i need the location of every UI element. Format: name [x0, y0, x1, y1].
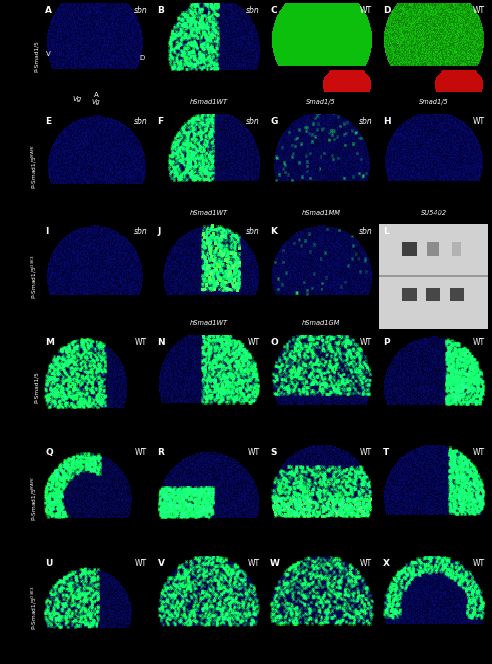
Text: V: V [46, 50, 51, 57]
Text: WT: WT [473, 338, 485, 347]
Text: R: R [157, 448, 164, 457]
Text: sbn: sbn [133, 117, 147, 126]
Text: P-Smad1/5$^{GSK3}$: P-Smad1/5$^{GSK3}$ [30, 586, 39, 630]
Text: P-Smad1/5$^{MAPK}$: P-Smad1/5$^{MAPK}$ [30, 475, 39, 521]
Text: K: K [270, 227, 277, 236]
Text: G: G [270, 117, 277, 126]
Text: sbn: sbn [246, 227, 260, 236]
Text: C: C [270, 7, 277, 15]
Text: WT: WT [473, 558, 485, 568]
Text: smad5
MOs: smad5 MOs [454, 206, 470, 222]
Text: hSmad1GM: hSmad1GM [302, 320, 340, 326]
Text: A: A [94, 92, 99, 98]
Text: WT: WT [473, 7, 485, 15]
Text: F: F [157, 117, 164, 126]
Text: hSmad1WT: hSmad1WT [190, 320, 228, 326]
Text: Actin: Actin [356, 300, 361, 312]
Text: T: T [383, 448, 389, 457]
Text: sbn: sbn [359, 117, 372, 126]
Text: Vg: Vg [92, 100, 100, 106]
Text: hSmad1WT: hSmad1WT [190, 210, 228, 216]
Text: sbn: sbn [359, 227, 372, 236]
Text: hSmad1MM: hSmad1MM [302, 210, 341, 216]
Text: D: D [140, 55, 145, 61]
Text: WT: WT [247, 558, 260, 568]
Text: B: B [157, 7, 164, 15]
Text: WT: WT [247, 338, 260, 347]
Text: L: L [383, 227, 389, 236]
Text: sbn: sbn [246, 7, 260, 15]
Text: P-Smad1/5: P-Smad1/5 [34, 40, 39, 72]
Text: sbn: sbn [133, 227, 147, 236]
Text: P: P [383, 338, 389, 347]
Text: WT: WT [135, 448, 147, 457]
Text: X: X [383, 558, 390, 568]
Text: WT: WT [360, 7, 372, 15]
Text: V: V [157, 558, 165, 568]
Text: WT: WT [473, 117, 485, 126]
Text: M: M [45, 338, 54, 347]
Text: WT: WT [473, 448, 485, 457]
Text: P-Smad1/5$^{GSK3}$: P-Smad1/5$^{GSK3}$ [30, 254, 39, 299]
Text: Srmad5: Srmad5 [356, 244, 361, 263]
Text: SU5402: SU5402 [421, 210, 447, 216]
Text: N: N [157, 338, 165, 347]
Text: WT: WT [247, 448, 260, 457]
Text: WT: WT [135, 338, 147, 347]
Text: SU5402: SU5402 [429, 207, 443, 222]
Text: WT: WT [360, 338, 372, 347]
Text: hSmad1WT: hSmad1WT [190, 100, 228, 106]
Text: Vg: Vg [72, 96, 82, 102]
Text: P-Smad1/5: P-Smad1/5 [34, 371, 39, 403]
Text: E: E [45, 117, 51, 126]
Text: WT: WT [135, 558, 147, 568]
Text: D: D [383, 7, 390, 15]
Text: Smad1/5: Smad1/5 [419, 100, 449, 106]
Text: sbn: sbn [133, 7, 147, 15]
Text: sbn: sbn [246, 117, 260, 126]
Text: I: I [45, 227, 48, 236]
Text: WT: WT [360, 448, 372, 457]
Text: U: U [45, 558, 53, 568]
Text: S: S [270, 448, 277, 457]
Text: WT: WT [360, 558, 372, 568]
Text: A: A [45, 7, 52, 15]
Text: WT: WT [406, 214, 414, 222]
Text: O: O [270, 338, 278, 347]
Text: W: W [270, 558, 280, 568]
Text: Q: Q [45, 448, 53, 457]
Text: Smad1/5: Smad1/5 [307, 100, 336, 106]
Text: J: J [157, 227, 161, 236]
Text: H: H [383, 117, 390, 126]
Text: P-Smad1/5$^{MAPK}$: P-Smad1/5$^{MAPK}$ [30, 143, 39, 189]
